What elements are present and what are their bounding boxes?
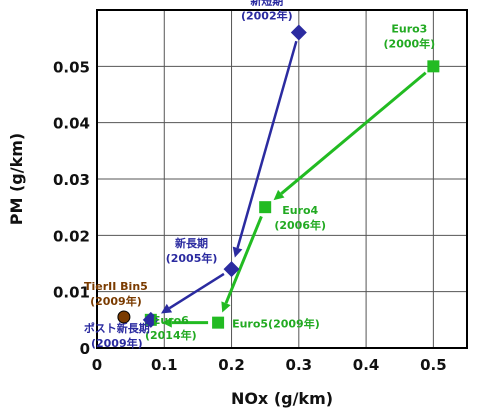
arrow-head [221, 301, 231, 313]
arrow-head [160, 303, 173, 314]
y-axis-ticks: 0 0.01 0.02 0.03 0.04 0.05 [53, 58, 90, 358]
euro-point [259, 201, 272, 214]
arrow-shaft [224, 215, 263, 304]
y-tick-label: 0.01 [53, 284, 90, 302]
y-tick-label: 0.04 [53, 115, 90, 133]
japan-point [290, 24, 307, 41]
euro-point [427, 60, 440, 73]
japan-point [142, 311, 159, 328]
point-label: ポスト新長期 [84, 321, 150, 335]
point-label: Euro5(2009年) [232, 317, 320, 331]
grid [97, 10, 467, 348]
x-tick-label: 0.1 [151, 356, 178, 374]
japan-point [223, 261, 240, 278]
point-label: 新長期 [175, 236, 208, 250]
x-axis-label: NOx (g/km) [231, 389, 333, 408]
point-sublabel: (2002年) [241, 9, 293, 23]
plot-frame [96, 9, 468, 349]
us-point [117, 310, 131, 324]
arrow-shaft [168, 272, 225, 310]
y-tick-label: 0.05 [53, 58, 90, 76]
y-tick-label: 0.02 [53, 227, 90, 245]
arrow-shaft [280, 71, 427, 195]
y-axis-label: PM (g/km) [7, 133, 26, 225]
x-tick-label: 0.2 [218, 356, 245, 374]
point-label: Euro3 [391, 22, 427, 35]
point-label: 新短期 [250, 0, 283, 8]
point-label: TierII Bin5 [84, 280, 148, 293]
point-sublabel: (2009年) [90, 294, 142, 308]
point-sublabel: (2005年) [166, 251, 218, 265]
y-tick-label: 0 [80, 340, 90, 358]
point-sublabel: (2014年) [145, 328, 197, 342]
y-tick-label: 0.03 [53, 171, 90, 189]
x-axis-ticks: 0 0.1 0.2 0.3 0.4 0.5 [92, 356, 447, 374]
point-label: Euro6 [153, 314, 189, 327]
x-tick-label: 0.4 [353, 356, 380, 374]
arrow-shaft [236, 40, 298, 249]
arrow-head [273, 189, 285, 201]
euro-point [212, 316, 225, 329]
data-points [117, 24, 440, 329]
arrow-head [232, 246, 243, 258]
arrow-head [161, 317, 172, 328]
point-sublabel: (2000年) [384, 36, 436, 50]
x-tick-label: 0.3 [286, 356, 313, 374]
point-sublabel: (2006年) [274, 218, 326, 232]
point-labels: Euro3(2000年) Euro4(2006年) Euro5(2009年) Euro… [84, 0, 435, 350]
x-tick-label: 0 [92, 356, 102, 374]
point-label: Euro4 [282, 204, 318, 217]
x-tick-label: 0.5 [420, 356, 447, 374]
arrows [160, 40, 427, 328]
point-sublabel: (2009年) [91, 336, 143, 350]
